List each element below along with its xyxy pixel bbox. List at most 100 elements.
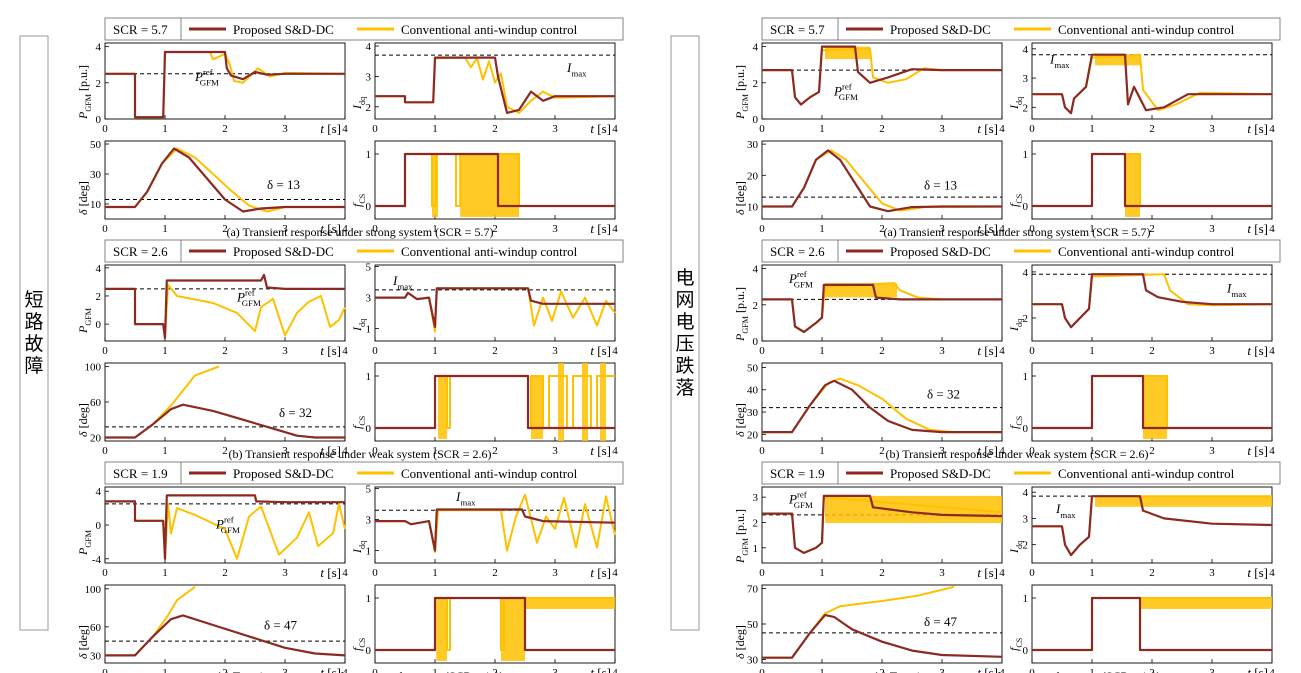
axes-frame [374, 584, 616, 664]
x-axis-label: t [s] [320, 565, 341, 580]
x-tick-label: 4 [1269, 345, 1275, 357]
x-tick-label: 2 [222, 223, 228, 235]
y-tick-label: 1 [366, 593, 372, 605]
y-tick-label: 10 [90, 199, 102, 211]
series-proposed [762, 45, 1002, 106]
legend: SCR = 2.6 Proposed S&D-DC Conventional ant… [104, 239, 624, 263]
side-char: 网 [675, 290, 694, 311]
series-proposed [375, 374, 615, 430]
conventional-oscillation-band [600, 363, 606, 441]
y-tick-label: 3 [753, 492, 759, 504]
annotation-pref: Pref GFM [236, 288, 261, 308]
subplot-angle: 30 50 70 0 1 2 3 4 δ = 47 δ [deg] t [s] [733, 584, 1005, 673]
x-tick-label: 1 [1089, 567, 1095, 579]
legend-scr-label: SCR = 5.7 [113, 22, 168, 37]
axes-frame [1031, 584, 1273, 664]
x-axis-label: t [s] [320, 665, 341, 673]
y-tick-label: 3 [1023, 513, 1029, 525]
subplot-power: 0 2 4 0 1 2 3 4 Pref GFM PGFM [p.u.] t [s] [733, 42, 1005, 136]
y-tick-label: 60 [90, 397, 102, 409]
series-proposed [105, 50, 345, 119]
legend-scr-label: SCR = 1.9 [770, 466, 825, 481]
series-proposed [375, 152, 615, 208]
y-axis-label-flag: fCS [350, 415, 367, 429]
y-tick-label: 4 [1023, 44, 1029, 56]
annotation-delta: δ = 32 [927, 387, 960, 402]
y-axis-label-power: PGFM [p.u.] [733, 287, 750, 342]
x-axis-label: t [s] [1247, 121, 1268, 136]
series-proposed [375, 56, 615, 114]
x-axis-label: t [s] [977, 343, 998, 358]
series-conventional [762, 47, 1002, 106]
y-tick-label: 2 [753, 78, 759, 90]
x-tick-label: 0 [759, 445, 765, 457]
x-tick-label: 4 [342, 223, 348, 235]
y-tick-label: 60 [90, 622, 102, 634]
legend-label-conventional: Conventional anti-windup control [1058, 466, 1235, 481]
x-tick-label: 3 [552, 223, 558, 235]
x-tick-label: 1 [162, 445, 168, 457]
side-char: 路 [24, 311, 43, 333]
x-tick-label: 2 [222, 445, 228, 457]
x-tick-label: 3 [282, 345, 288, 357]
x-tick-label: 1 [432, 223, 438, 235]
y-tick-label: 0 [366, 201, 372, 213]
subplot-angle: 10 30 50 0 1 2 3 4 δ = 13 δ [deg] t [s] [76, 139, 348, 236]
side-char: 压 [675, 334, 694, 355]
x-tick-label: 1 [819, 345, 825, 357]
y-axis-label-angle: δ [deg] [76, 181, 90, 215]
x-tick-label: 2 [492, 667, 498, 673]
x-tick-label: 3 [282, 567, 288, 579]
y-tick-label: 2 [1023, 540, 1029, 552]
x-axis-label: t [s] [977, 121, 998, 136]
x-axis-label: t [s] [320, 121, 341, 136]
x-tick-label: 2 [879, 223, 885, 235]
legend: SCR = 5.7 Proposed S&D-DC Conventional ant… [104, 17, 624, 41]
x-tick-label: 4 [612, 123, 618, 135]
y-tick-label: 1 [1023, 593, 1029, 605]
y-tick-label: 4 [753, 264, 759, 276]
y-tick-label: 2 [96, 78, 102, 90]
x-tick-label: 2 [1149, 567, 1155, 579]
annotation-imax: Imax [1226, 281, 1247, 300]
y-axis-label-angle: δ [deg] [733, 625, 747, 659]
x-axis-label: t [s] [590, 221, 611, 236]
y-tick-label: 1 [753, 543, 759, 555]
x-tick-label: 3 [939, 123, 945, 135]
legend-label-proposed: Proposed S&D-DC [233, 22, 334, 37]
x-tick-label: 3 [552, 567, 558, 579]
x-tick-label: 1 [819, 223, 825, 235]
x-tick-label: 0 [1029, 667, 1035, 673]
x-tick-label: 4 [999, 445, 1005, 457]
y-axis-label-current: Idq [350, 319, 367, 332]
x-tick-label: 2 [1149, 445, 1155, 457]
chart-panel-5: SCR = 2.6 Proposed S&D-DC Conventional ant… [733, 239, 1281, 461]
y-axis-label-current: Idq [1007, 97, 1024, 110]
x-tick-label: 3 [282, 123, 288, 135]
series-proposed [375, 596, 615, 652]
y-tick-label: 4 [366, 41, 372, 53]
axes-frame [104, 362, 346, 442]
x-tick-label: 0 [102, 345, 108, 357]
y-tick-label: 30 [90, 650, 102, 662]
x-tick-label: 1 [819, 123, 825, 135]
subplot-current: 2 3 4 0 1 2 3 4 Imax Idq t [s] [1007, 486, 1275, 580]
annotation-pref: Pref GFM [833, 82, 858, 102]
x-tick-label: 0 [372, 345, 378, 357]
y-axis-label-flag: fCS [1007, 193, 1024, 207]
side-frame [19, 35, 49, 631]
x-tick-label: 2 [879, 123, 885, 135]
y-tick-label: 3 [366, 515, 372, 527]
x-tick-label: 4 [612, 445, 618, 457]
chart-panel-2: SCR = 2.6 Proposed S&D-DC Conventional ant… [76, 239, 624, 461]
y-axis-label-angle: δ [deg] [733, 181, 747, 215]
y-tick-label: 2 [96, 291, 102, 303]
subplot-current: 2 3 4 0 1 2 3 4 Imax Idq t [s] [350, 41, 618, 136]
subplot-current: 2 3 4 0 1 2 3 4 Imax Idq t [s] [1007, 42, 1275, 136]
y-tick-label: 2 [366, 102, 372, 114]
y-tick-label: 2 [1023, 313, 1029, 325]
x-tick-label: 2 [492, 345, 498, 357]
side-char: 障 [24, 355, 43, 377]
